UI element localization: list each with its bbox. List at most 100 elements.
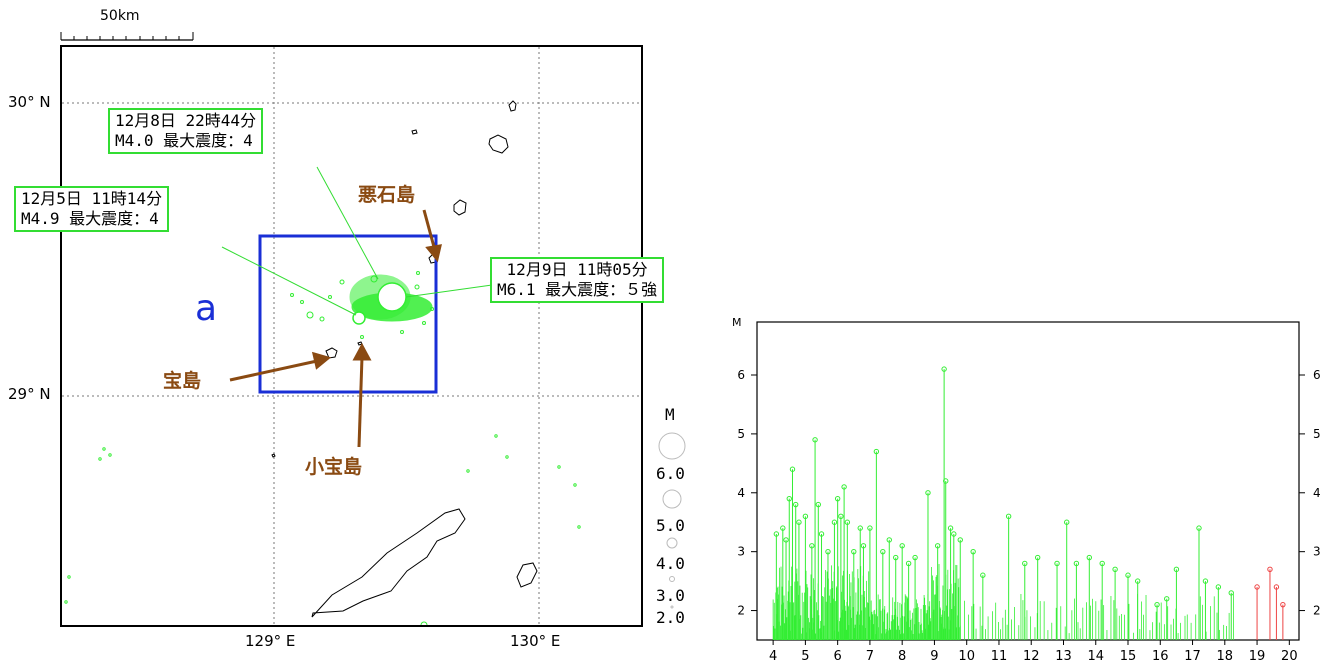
epicenter-point xyxy=(420,621,428,625)
callout-dec5-time: 12月5日 11時14分 xyxy=(21,189,163,208)
legend-circle-3 xyxy=(669,576,675,582)
chart-x-tick-label: 14 xyxy=(1087,649,1104,664)
map-frame xyxy=(60,45,643,627)
chart-point xyxy=(1280,601,1286,608)
island-suwanose xyxy=(453,199,467,216)
epicenter-point xyxy=(319,316,325,322)
callout-dec8-mag: M4.0 最大震度：4 xyxy=(115,131,253,150)
epicenter-point xyxy=(290,293,294,297)
chart-point xyxy=(1228,590,1234,596)
legend-circle-2 xyxy=(670,605,674,609)
chart-point xyxy=(796,519,802,525)
chart-point xyxy=(1073,560,1080,567)
chart-point xyxy=(1196,525,1202,531)
chart-x-tick-label: 17 xyxy=(1184,649,1201,664)
chart-point xyxy=(857,525,863,531)
chart-point xyxy=(783,537,789,543)
epicenter-point xyxy=(466,469,470,473)
chart-y-tick-label: 5 xyxy=(737,427,745,441)
arrow-akuseki-line xyxy=(422,209,436,248)
callout-dec9: 12月9日 11時05分 M6.1 最大震度：５強 xyxy=(490,257,665,303)
epicenter-cluster xyxy=(64,271,581,625)
chart-y-tick-label: 6 xyxy=(737,368,745,382)
chart-point xyxy=(812,437,818,443)
island-outlines xyxy=(271,100,538,618)
magnitude-legend: M 6.0 5.0 4.0 3.0 2.0 xyxy=(650,405,695,630)
epicenter-point xyxy=(400,330,404,334)
chart-marks xyxy=(772,366,1286,640)
map-canvas xyxy=(62,47,641,625)
chart-y-tick-label: 6 xyxy=(1313,368,1320,382)
chart-point xyxy=(1125,572,1131,578)
chart-point xyxy=(1154,601,1160,608)
chart-point xyxy=(1054,560,1060,567)
legend-label-2: 2.0 xyxy=(656,608,685,627)
chart-x-tick-label: 19 xyxy=(1249,649,1266,664)
chart-point xyxy=(1064,519,1070,525)
chart-point xyxy=(886,537,892,543)
arrow-akuseki-head xyxy=(425,244,442,263)
chart-point xyxy=(1254,584,1260,590)
chart-point xyxy=(957,537,963,543)
arrow-takara-head xyxy=(311,351,332,370)
epicenter-point xyxy=(300,300,304,304)
island-small-1 xyxy=(411,129,418,135)
island-amami xyxy=(311,508,466,618)
chart-point xyxy=(1034,554,1041,561)
chart-y-axis-label: M xyxy=(732,316,742,329)
magnitude-legend-title: M xyxy=(665,405,675,424)
chart-point xyxy=(980,572,986,578)
chart-point xyxy=(838,513,844,520)
magnitude-legend-circles xyxy=(658,432,686,609)
epicenter-point xyxy=(577,525,581,529)
chart-y-tick-label: 2 xyxy=(1313,604,1320,618)
callout-dec5: 12月5日 11時14分 M4.9 最大震度：4 xyxy=(14,186,170,232)
epicenter-point xyxy=(67,575,71,579)
chart-axes: 2 2 3 3 4 4 5 5 6 6 4 5 6 7 8 9 10 11 12 13 14 15 16 17 18 19 20 xyxy=(737,368,1320,664)
island-arrows xyxy=(229,209,442,448)
chart-x-tick-label: 10 xyxy=(958,649,975,664)
lat-label-30: 30° N xyxy=(8,93,51,111)
region-label-a: a xyxy=(195,288,218,329)
chart-point xyxy=(815,501,821,508)
lat-label-29: 29° N xyxy=(8,385,51,403)
chart-point xyxy=(970,548,976,555)
chart-point xyxy=(867,525,873,531)
chart-x-tick-label: 16 xyxy=(1152,649,1169,664)
mt-chart: M 2 2 3 3 4 4 5 5 6 6 4 5 6 7 8 9 10 11 12 13 14 15 16 17 18 19 20 xyxy=(732,316,1320,664)
chart-y-tick-label: 4 xyxy=(1313,486,1320,500)
chart-y-tick-label: 3 xyxy=(737,545,745,559)
chart-point xyxy=(1215,584,1222,590)
legend-label-5: 5.0 xyxy=(656,516,685,535)
chart-point xyxy=(1005,513,1012,520)
chart-point xyxy=(893,554,899,561)
chart-point xyxy=(818,531,825,537)
chart-point xyxy=(831,519,838,525)
chart-point xyxy=(1173,566,1180,573)
chart-point xyxy=(809,543,815,549)
chart-x-tick-label: 20 xyxy=(1281,649,1298,664)
chart-point xyxy=(789,466,796,472)
chart-x-tick-label: 11 xyxy=(991,649,1008,664)
island-small-2 xyxy=(271,453,276,458)
arrow-kotakara-head xyxy=(352,342,372,361)
epicenter-point xyxy=(360,335,364,339)
chart-point xyxy=(860,543,867,549)
callout-dec8-time: 12月8日 22時44分 xyxy=(115,111,257,130)
epicenter-point xyxy=(494,434,498,438)
chart-point xyxy=(880,548,886,555)
callout-dec9-time: 12月9日 11時05分 xyxy=(506,260,648,279)
legend-circle-6 xyxy=(658,432,686,460)
chart-y-tick-label: 2 xyxy=(737,604,745,618)
label-akusekijima: 悪石島 xyxy=(358,184,416,206)
scale-bar: 50km xyxy=(60,8,195,42)
chart-y-tick-label: 5 xyxy=(1313,427,1320,441)
chart-point xyxy=(1086,554,1092,561)
epicenter-point xyxy=(414,284,420,290)
chart-point xyxy=(786,495,792,502)
chart-x-tick-label: 4 xyxy=(769,649,777,664)
chart-point xyxy=(841,484,847,490)
epicenter-point xyxy=(430,307,434,311)
epicenter-point xyxy=(573,483,577,487)
chart-point xyxy=(934,543,941,549)
